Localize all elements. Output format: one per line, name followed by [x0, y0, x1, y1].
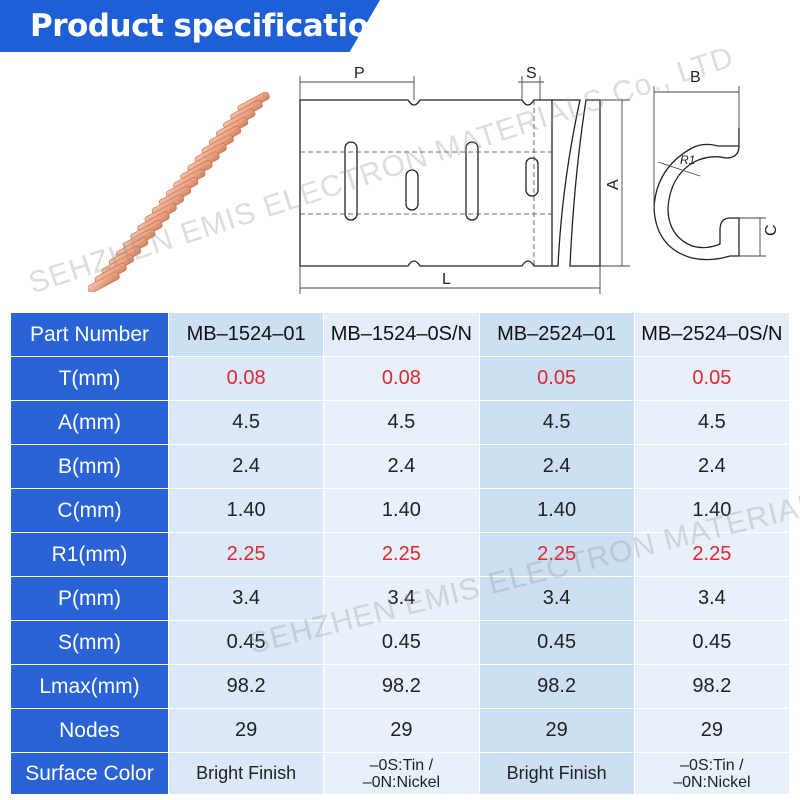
table-cell: 0.45 — [633, 620, 791, 665]
table-cell: 2.4 — [323, 444, 480, 489]
table-row-lmax: Lmax(mm) 98.2 98.2 98.2 98.2 — [10, 664, 791, 709]
row-label: S(mm) — [10, 620, 169, 665]
table-cell: 1.40 — [167, 488, 325, 533]
header-cell-mb-1524-0sn: MB–1524–0S/N — [323, 312, 480, 357]
row-label: A(mm) — [10, 400, 169, 445]
table-cell: 0.45 — [167, 620, 325, 665]
table-row-s: S(mm) 0.45 0.45 0.45 0.45 — [10, 620, 791, 665]
table-row-surface-color: Surface Color Bright Finish –0S:Tin / –0… — [10, 752, 791, 795]
table-cell: 2.4 — [167, 444, 325, 489]
cell-line: –0S:Tin / — [680, 756, 744, 774]
dim-label-b: B — [690, 69, 701, 86]
header-cell-mb-2524-0sn: MB–2524–0S/N — [633, 312, 791, 357]
table-cell: 1.40 — [478, 488, 635, 533]
table-cell: 2.25 — [167, 532, 325, 577]
table-cell: 98.2 — [478, 664, 635, 709]
dim-label-a: A — [605, 179, 622, 190]
table-cell: 0.08 — [167, 356, 325, 401]
page-title: Product specifications — [30, 8, 408, 44]
row-label: Lmax(mm) — [10, 664, 169, 709]
table-row-b: B(mm) 2.4 2.4 2.4 2.4 — [10, 444, 791, 489]
cell-line: –0S:Tin / — [369, 756, 434, 774]
table-cell: 4.5 — [323, 400, 480, 445]
table-row-t: T(mm) 0.08 0.08 0.05 0.05 — [10, 356, 791, 401]
table-cell: 1.40 — [323, 488, 480, 533]
table-cell: 4.5 — [167, 400, 325, 445]
strip-segment — [88, 271, 120, 292]
table-cell: 0.45 — [323, 620, 480, 665]
table-row-r1: R1(mm) 2.25 2.25 2.25 2.25 — [10, 532, 791, 577]
table-row-a: A(mm) 4.5 4.5 4.5 4.5 — [10, 400, 791, 445]
row-label: Surface Color — [10, 752, 169, 795]
table-row-p: P(mm) 3.4 3.4 3.4 3.4 — [10, 576, 791, 621]
table-cell: 4.5 — [478, 400, 635, 445]
spec-table: Part Number MB–1524–01 MB–1524–0S/N MB–2… — [10, 312, 791, 795]
header-cell-mb-2524-01: MB–2524–01 — [478, 312, 635, 357]
table-cell: 29 — [167, 708, 325, 753]
header-cell-part-number: Part Number — [10, 312, 169, 357]
cell-line: –0N:Nickel — [362, 773, 441, 791]
table-cell: 2.4 — [633, 444, 791, 489]
dim-label-l: L — [442, 271, 451, 288]
title-tab — [0, 0, 380, 52]
table-cell: Bright Finish — [167, 752, 325, 795]
product-image — [88, 92, 270, 292]
table-row-c: C(mm) 1.40 1.40 1.40 1.40 — [10, 488, 791, 533]
row-label: P(mm) — [10, 576, 169, 621]
table-cell: 29 — [478, 708, 635, 753]
dim-label-r1: R1 — [680, 153, 695, 167]
table-cell: 4.5 — [633, 400, 791, 445]
dim-label-c: C — [763, 224, 780, 236]
table-cell: 2.25 — [633, 532, 791, 577]
table-cell: 98.2 — [633, 664, 791, 709]
table-cell: 3.4 — [167, 576, 325, 621]
table-cell: 29 — [323, 708, 480, 753]
table-cell: 98.2 — [167, 664, 325, 709]
table-cell-two-line: –0S:Tin / –0N:Nickel — [323, 752, 480, 795]
table-cell: 3.4 — [323, 576, 480, 621]
table-cell: 3.4 — [633, 576, 791, 621]
row-label: R1(mm) — [10, 532, 169, 577]
dim-label-s: S — [526, 65, 537, 82]
table-cell: 2.25 — [478, 532, 635, 577]
table-cell: Bright Finish — [478, 752, 635, 795]
table-cell: 98.2 — [323, 664, 480, 709]
table-cell: 0.05 — [478, 356, 635, 401]
technical-drawing: P S L A B C R1 — [299, 65, 780, 294]
table-cell: 0.45 — [478, 620, 635, 665]
table-cell: 1.40 — [633, 488, 791, 533]
row-label: C(mm) — [10, 488, 169, 533]
table-cell: 2.25 — [323, 532, 480, 577]
row-label: Nodes — [10, 708, 169, 753]
table-cell: 3.4 — [478, 576, 635, 621]
table-cell: 0.08 — [323, 356, 480, 401]
cell-line: –0N:Nickel — [673, 773, 751, 791]
table-cell: 2.4 — [478, 444, 635, 489]
row-label: B(mm) — [10, 444, 169, 489]
table-header-row: Part Number MB–1524–01 MB–1524–0S/N MB–2… — [10, 312, 791, 357]
table-cell-two-line: –0S:Tin / –0N:Nickel — [633, 752, 791, 795]
dim-label-p: P — [354, 65, 365, 82]
row-label: T(mm) — [10, 356, 169, 401]
header-banner: Product specifications — [0, 0, 800, 60]
table-cell: 0.05 — [633, 356, 791, 401]
header-cell-mb-1524-01: MB–1524–01 — [167, 312, 325, 357]
table-cell: 29 — [633, 708, 791, 753]
table-row-nodes: Nodes 29 29 29 29 — [10, 708, 791, 753]
